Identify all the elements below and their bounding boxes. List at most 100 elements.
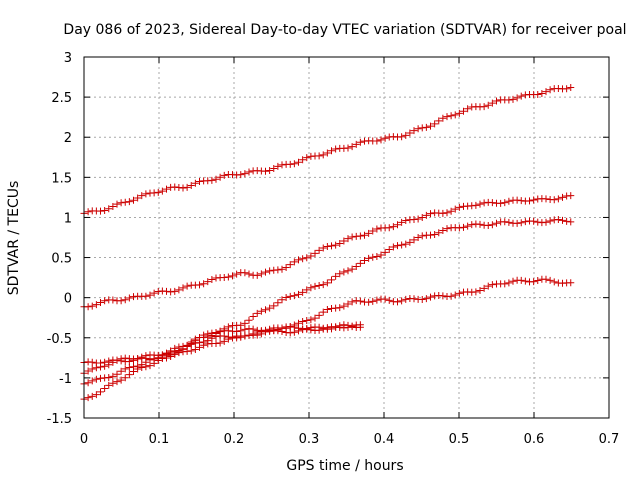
- data-point: [253, 309, 261, 317]
- data-point: [142, 354, 150, 362]
- data-point: [113, 356, 121, 364]
- data-point: [290, 258, 298, 266]
- data-point: [567, 279, 575, 287]
- data-point: [336, 304, 344, 312]
- axis-ticks: 0 0.1 0.2 0.3 0.4 0.5 0.6 0.7 -1.5 -1 -0.5 0 0.5 1 1.5…: [47, 51, 620, 447]
- data-point: [245, 331, 253, 339]
- data-point: [332, 145, 340, 153]
- data-point: [183, 342, 191, 350]
- data-point: [171, 287, 179, 295]
- data-point: [328, 147, 335, 155]
- data-point: [377, 136, 385, 144]
- data-point: [216, 173, 224, 181]
- data-point: [241, 170, 249, 178]
- data-point: [567, 192, 575, 200]
- data-point: [109, 296, 117, 304]
- data-point: [290, 160, 298, 168]
- data-point: [134, 362, 142, 370]
- data-point: [488, 221, 496, 229]
- data-point: [546, 86, 554, 94]
- data-point: [196, 178, 203, 186]
- data-point: [534, 276, 542, 284]
- data-point: [97, 374, 104, 382]
- data-point: [414, 215, 422, 223]
- data-point: [451, 291, 459, 299]
- data-point: [290, 292, 298, 300]
- data-point: [212, 175, 220, 183]
- data-point: [402, 295, 410, 303]
- data-point: [361, 256, 368, 264]
- x-tick-label: 0.4: [374, 432, 395, 447]
- data-point: [554, 216, 562, 224]
- data-point: [286, 323, 294, 331]
- data-point: [484, 282, 492, 290]
- data-point: [121, 198, 129, 206]
- data-point: [488, 99, 496, 107]
- data-point: [105, 357, 113, 365]
- data-point: [422, 123, 430, 131]
- data-point: [262, 306, 269, 314]
- data-point: [117, 297, 125, 305]
- data-point: [245, 316, 253, 324]
- data-point: [191, 179, 199, 187]
- data-point: [97, 388, 104, 396]
- data-point: [299, 255, 307, 263]
- data-point: [253, 326, 261, 334]
- data-point: [121, 374, 129, 382]
- data-point: [472, 201, 480, 209]
- data-point: [505, 96, 513, 104]
- data-point: [245, 168, 253, 176]
- data-point: [319, 244, 327, 252]
- data-point: [373, 137, 381, 145]
- data-point: [447, 207, 455, 215]
- data-point: [179, 284, 187, 292]
- data-point: [323, 324, 331, 332]
- data-point: [373, 253, 381, 260]
- x-tick-label: 0.1: [149, 432, 170, 447]
- data-point: [274, 266, 282, 274]
- data-point: [460, 107, 467, 115]
- data-point: [431, 230, 439, 238]
- data-point: [365, 298, 373, 306]
- data-point: [262, 268, 269, 276]
- data-point: [109, 372, 117, 380]
- data-point: [550, 196, 558, 204]
- data-point: [245, 270, 253, 278]
- data-point: [290, 328, 298, 336]
- data-point: [295, 290, 302, 298]
- data-point: [105, 205, 113, 213]
- data-point: [274, 162, 282, 170]
- data-point: [208, 332, 216, 340]
- data-point: [534, 218, 542, 226]
- data-point: [476, 200, 484, 208]
- data-point: [315, 311, 323, 319]
- data-point: [257, 270, 265, 278]
- data-point: [352, 263, 360, 271]
- data-point: [150, 355, 158, 363]
- data-point: [84, 394, 92, 402]
- data-point: [109, 202, 117, 210]
- data-point: [542, 88, 550, 96]
- data-point: [121, 296, 129, 304]
- data-point: [212, 340, 220, 348]
- data-point: [200, 280, 208, 288]
- data-point: [418, 232, 426, 240]
- data-point: [328, 242, 335, 250]
- y-tick-label: -1: [59, 372, 72, 387]
- data-point: [138, 192, 146, 200]
- data-point: [315, 326, 323, 334]
- data-point: [311, 314, 319, 322]
- data-point: [542, 218, 550, 226]
- data-point: [212, 329, 220, 337]
- data-point: [88, 365, 96, 373]
- data-point: [92, 391, 100, 399]
- data-point: [146, 291, 154, 299]
- data-point: [142, 292, 150, 300]
- data-point: [340, 237, 348, 245]
- data-point: [410, 127, 418, 135]
- data-point: [505, 218, 513, 226]
- data-point: [332, 304, 340, 312]
- data-point: [208, 176, 216, 184]
- data-point: [117, 357, 125, 365]
- data-point: [402, 240, 410, 248]
